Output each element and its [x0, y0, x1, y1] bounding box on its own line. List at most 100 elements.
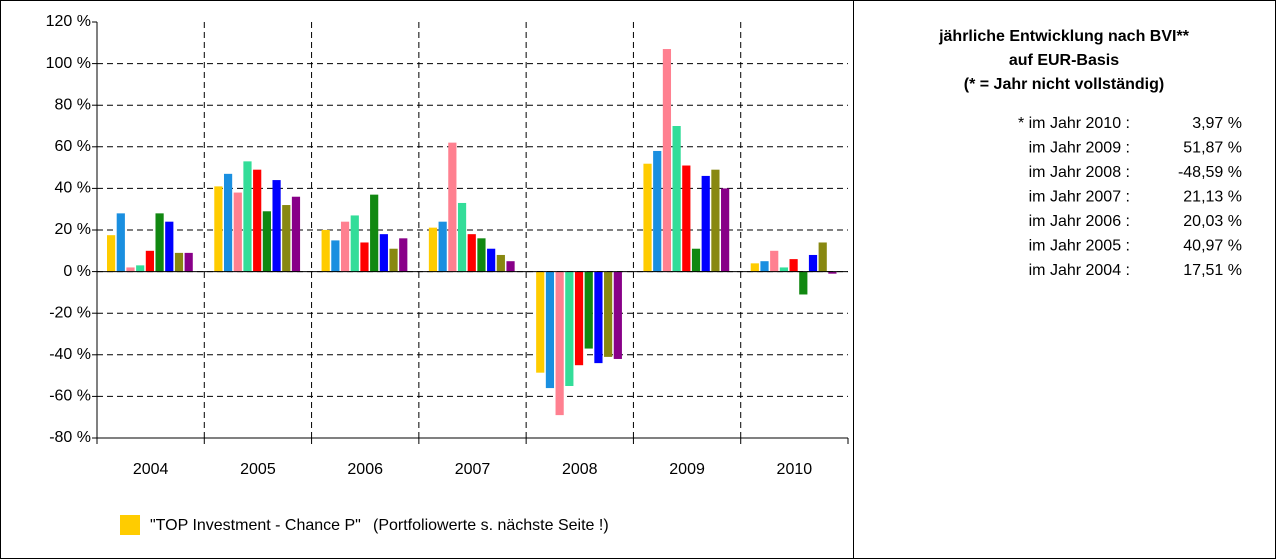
bar [828, 271, 837, 274]
bar [808, 254, 818, 272]
bar [291, 196, 301, 272]
bar [789, 259, 798, 272]
y-tick-label: 80 % [55, 96, 91, 113]
bar [282, 205, 291, 272]
bar [779, 267, 789, 272]
bar [184, 252, 193, 272]
bar [428, 227, 438, 272]
bar [174, 252, 184, 272]
bar [750, 263, 759, 272]
bar [370, 194, 379, 272]
row-value: 21,13 % [1183, 189, 1242, 206]
bar [448, 142, 457, 272]
x-tick-label: 2004 [133, 461, 169, 478]
bar [253, 169, 262, 272]
bar [818, 242, 827, 272]
bar [321, 229, 330, 272]
row-label: * im Jahr 2010 : [1018, 115, 1130, 132]
row-value: 51,87 % [1183, 140, 1242, 157]
bar [223, 173, 233, 272]
y-tick-label: 0 % [63, 263, 91, 280]
x-tick-label: 2010 [777, 461, 813, 478]
bar [136, 265, 145, 272]
bar [487, 248, 496, 272]
bar [243, 161, 252, 272]
y-tick-label: 120 % [46, 13, 91, 30]
row-value: 17,51 % [1183, 262, 1242, 279]
bar [145, 250, 154, 272]
legend-swatch [120, 515, 140, 535]
bar [126, 267, 135, 272]
bar [116, 213, 125, 272]
bar [389, 248, 398, 272]
bar [233, 192, 242, 272]
bar [165, 221, 174, 272]
side-title: auf EUR-Basis [1009, 52, 1119, 69]
bar [770, 250, 779, 272]
bar [691, 248, 701, 272]
y-tick-label: 60 % [55, 138, 91, 155]
x-tick-label: 2006 [347, 461, 383, 478]
bar [360, 242, 369, 272]
bar [331, 240, 340, 272]
bar [262, 211, 271, 272]
bar [653, 150, 662, 272]
legend-label: "TOP Investment - Chance P" [150, 517, 361, 534]
x-tick-label: 2007 [455, 461, 491, 478]
y-tick-label: -20 % [49, 304, 91, 321]
row-label: im Jahr 2006 : [1029, 213, 1130, 230]
bar [799, 271, 808, 295]
y-tick-label: -60 % [49, 388, 91, 405]
bar [721, 188, 730, 272]
y-tick-label: 20 % [55, 221, 91, 238]
bar [565, 271, 574, 386]
bar [672, 126, 681, 272]
legend-note: (Portfoliowerte s. nächste Seite !) [373, 517, 609, 534]
y-tick-label: -40 % [49, 346, 91, 363]
row-label: im Jahr 2008 : [1029, 164, 1130, 181]
row-value: -48,59 % [1178, 164, 1242, 181]
bar [682, 165, 691, 272]
bar [545, 271, 555, 389]
bar [711, 169, 720, 272]
side-title: (* = Jahr nicht vollständig) [964, 76, 1164, 93]
x-tick-label: 2008 [562, 461, 598, 478]
bar [506, 261, 515, 272]
bar [555, 271, 564, 416]
bar [438, 221, 447, 272]
row-label: im Jahr 2004 : [1029, 262, 1130, 279]
bar [662, 49, 672, 272]
bar [340, 221, 350, 272]
bar [379, 234, 388, 272]
bar [350, 215, 359, 272]
bar [214, 186, 223, 272]
bar [272, 180, 281, 272]
bar [457, 202, 467, 272]
y-tick-label: 100 % [46, 55, 91, 72]
bar [399, 238, 408, 272]
bar [594, 271, 603, 364]
x-tick-label: 2009 [669, 461, 705, 478]
bar [496, 254, 505, 272]
bar [107, 235, 116, 272]
row-label: im Jahr 2009 : [1029, 140, 1130, 157]
side-title: jährliche Entwicklung nach BVI** [938, 28, 1190, 45]
row-label: im Jahr 2005 : [1029, 238, 1130, 255]
bar [604, 271, 613, 357]
bar [613, 271, 622, 359]
bar [536, 271, 545, 373]
y-tick-label: 40 % [55, 180, 91, 197]
bar [584, 271, 593, 349]
bar [643, 163, 652, 272]
x-tick-label: 2005 [240, 461, 276, 478]
bar [760, 261, 769, 272]
row-value: 40,97 % [1183, 238, 1242, 255]
bar [155, 213, 164, 272]
bar [701, 175, 710, 272]
bar [574, 271, 584, 366]
bar [467, 234, 476, 272]
row-label: im Jahr 2007 : [1029, 189, 1130, 206]
y-tick-label: -80 % [49, 429, 91, 446]
